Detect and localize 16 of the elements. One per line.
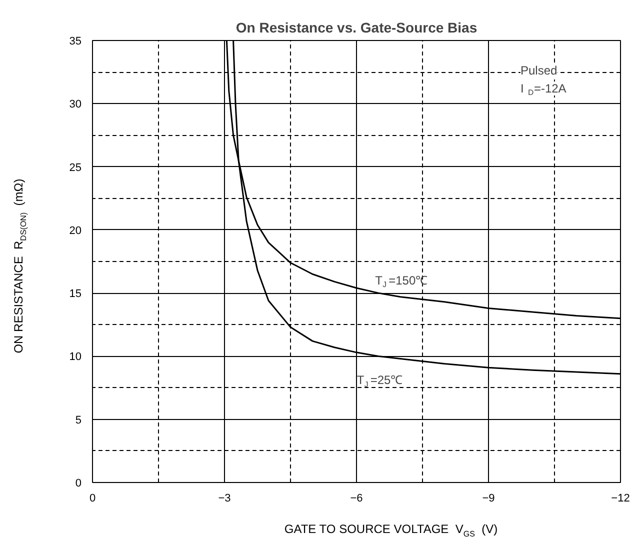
x-tick-label: −12 bbox=[611, 492, 630, 504]
y-tick-label: 0 bbox=[75, 478, 82, 490]
y-tick-label: 5 bbox=[75, 414, 82, 426]
x-tick-label: −6 bbox=[350, 492, 363, 504]
annotation: Pulsed bbox=[520, 64, 558, 78]
y-tick-label: 15 bbox=[69, 288, 82, 300]
x-tick-label: −3 bbox=[218, 492, 231, 504]
y-tick-label: 20 bbox=[69, 224, 82, 237]
x-tick-label: −9 bbox=[482, 492, 495, 504]
y-tick-label: 10 bbox=[69, 351, 82, 364]
x-tick-label: 0 bbox=[89, 492, 96, 504]
y-tick-label: 35 bbox=[69, 36, 82, 48]
y-tick-label: 25 bbox=[69, 162, 82, 174]
chart-title: On Resistance vs. Gate-Source Bias bbox=[236, 20, 478, 36]
x-axis-title: GATE TO SOURCE VOLTAGE V$_{GS}$ (V) bbox=[283, 521, 499, 540]
y-tick-label: 30 bbox=[69, 98, 82, 111]
